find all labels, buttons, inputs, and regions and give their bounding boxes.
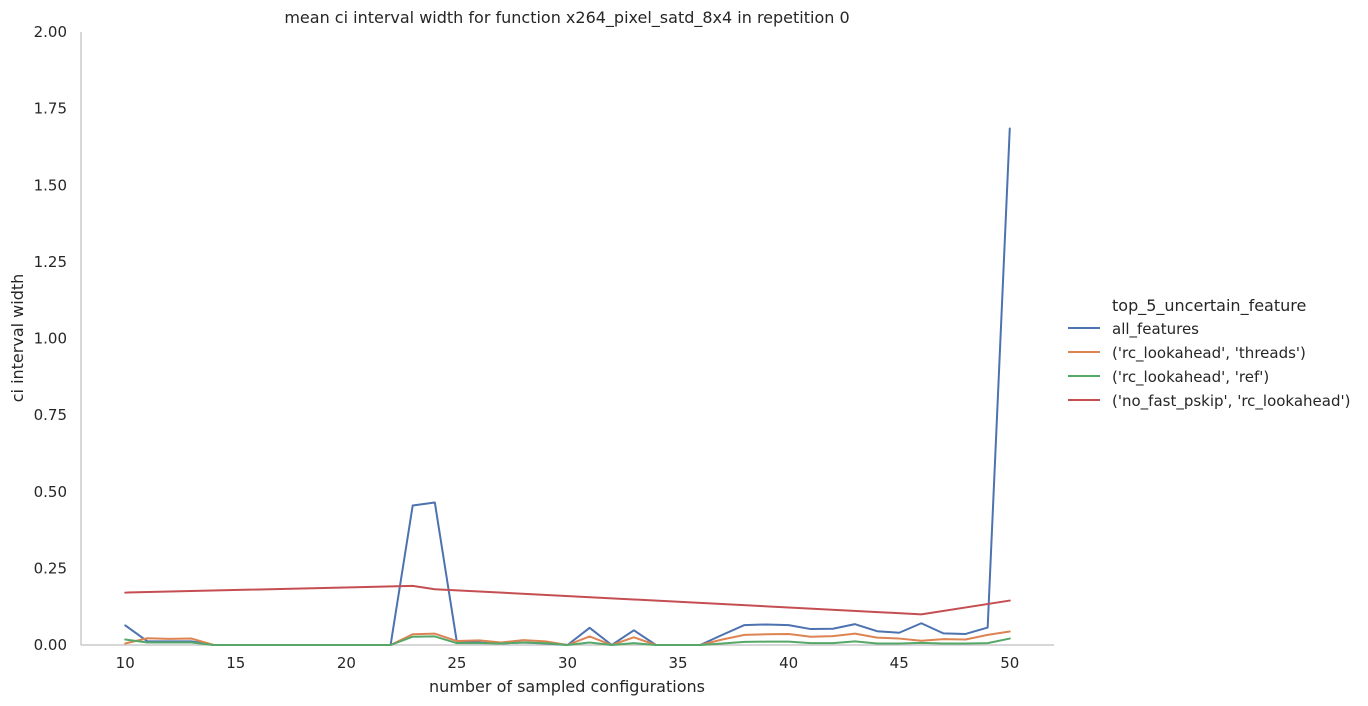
x-tick-labels: 10 15 20 25 30 35 40 45 50 [116,654,1020,672]
y-tick-label: 0.00 [34,636,67,654]
series-line-0 [124,127,1011,646]
legend-title: top_5_uncertain_feature [1112,296,1306,316]
x-tick-label: 10 [116,654,135,672]
chart-title: mean ci interval width for function x264… [284,8,849,28]
y-tick-label: 0.75 [34,406,67,424]
series-line-2 [124,635,1011,646]
legend-entry: ('rc_lookahead', 'ref') [1112,368,1269,387]
legend-items: all_features ('rc_lookahead', 'threads') (… [1068,320,1350,411]
x-tick-label: 45 [890,654,909,672]
y-tick-label: 1.25 [34,253,67,271]
x-tick-label: 35 [669,654,688,672]
y-axis-label: ci interval width [8,274,27,403]
x-tick-label: 25 [447,654,466,672]
legend: top_5_uncertain_feature all_features ('rc… [1068,296,1350,411]
legend-entry: all_features [1112,320,1199,339]
y-tick-label: 0.25 [34,559,67,577]
x-tick-label: 40 [779,654,798,672]
x-tick-label: 50 [1000,654,1019,672]
y-tick-label: 2.00 [34,23,67,41]
series-lines [124,127,1011,646]
axes [80,32,1054,646]
y-tick-label: 1.75 [34,100,67,118]
x-axis-label: number of sampled configurations [429,677,705,696]
x-tick-label: 20 [337,654,356,672]
series-line-3 [124,584,1011,616]
y-tick-labels: 0.00 0.25 0.50 0.75 1.00 1.25 1.50 1.75 2.00 [34,23,67,654]
x-tick-label: 15 [226,654,245,672]
y-tick-label: 0.50 [34,483,67,501]
legend-entry: ('rc_lookahead', 'threads') [1112,344,1306,363]
x-tick-label: 30 [558,654,577,672]
legend-entry: ('no_fast_pskip', 'rc_lookahead') [1112,392,1350,411]
y-tick-label: 1.00 [34,330,67,348]
y-tick-label: 1.50 [34,176,67,194]
